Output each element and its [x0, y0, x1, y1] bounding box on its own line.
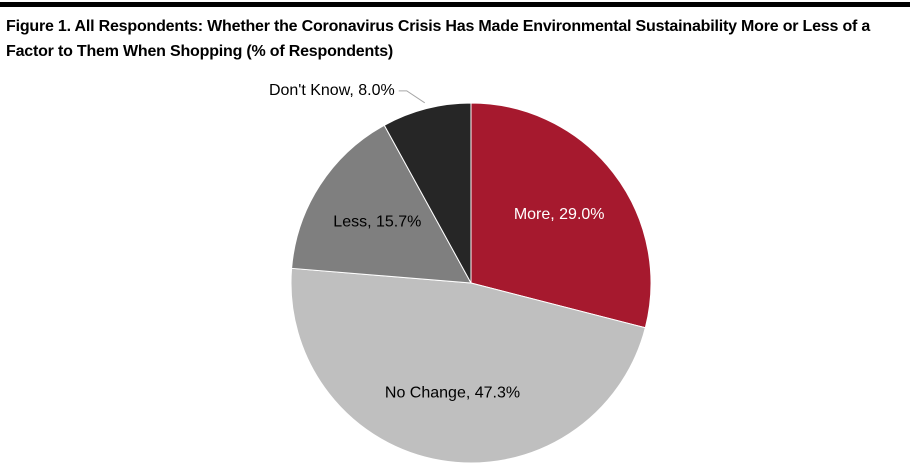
- data-label: Less, 15.7%: [333, 214, 421, 231]
- pie-slice: [291, 124, 472, 284]
- pie-slice: [383, 102, 472, 284]
- data-label: Don't Know, 8.0%: [269, 82, 395, 99]
- pie-slice: [290, 267, 646, 464]
- data-label: More, 29.0%: [514, 206, 605, 223]
- data-label: No Change, 47.3%: [385, 384, 520, 401]
- top-rule: [0, 2, 910, 7]
- pie-slice: [470, 102, 652, 329]
- leader-line: [398, 90, 426, 104]
- chart-title: Figure 1. All Respondents: Whether the C…: [6, 18, 871, 60]
